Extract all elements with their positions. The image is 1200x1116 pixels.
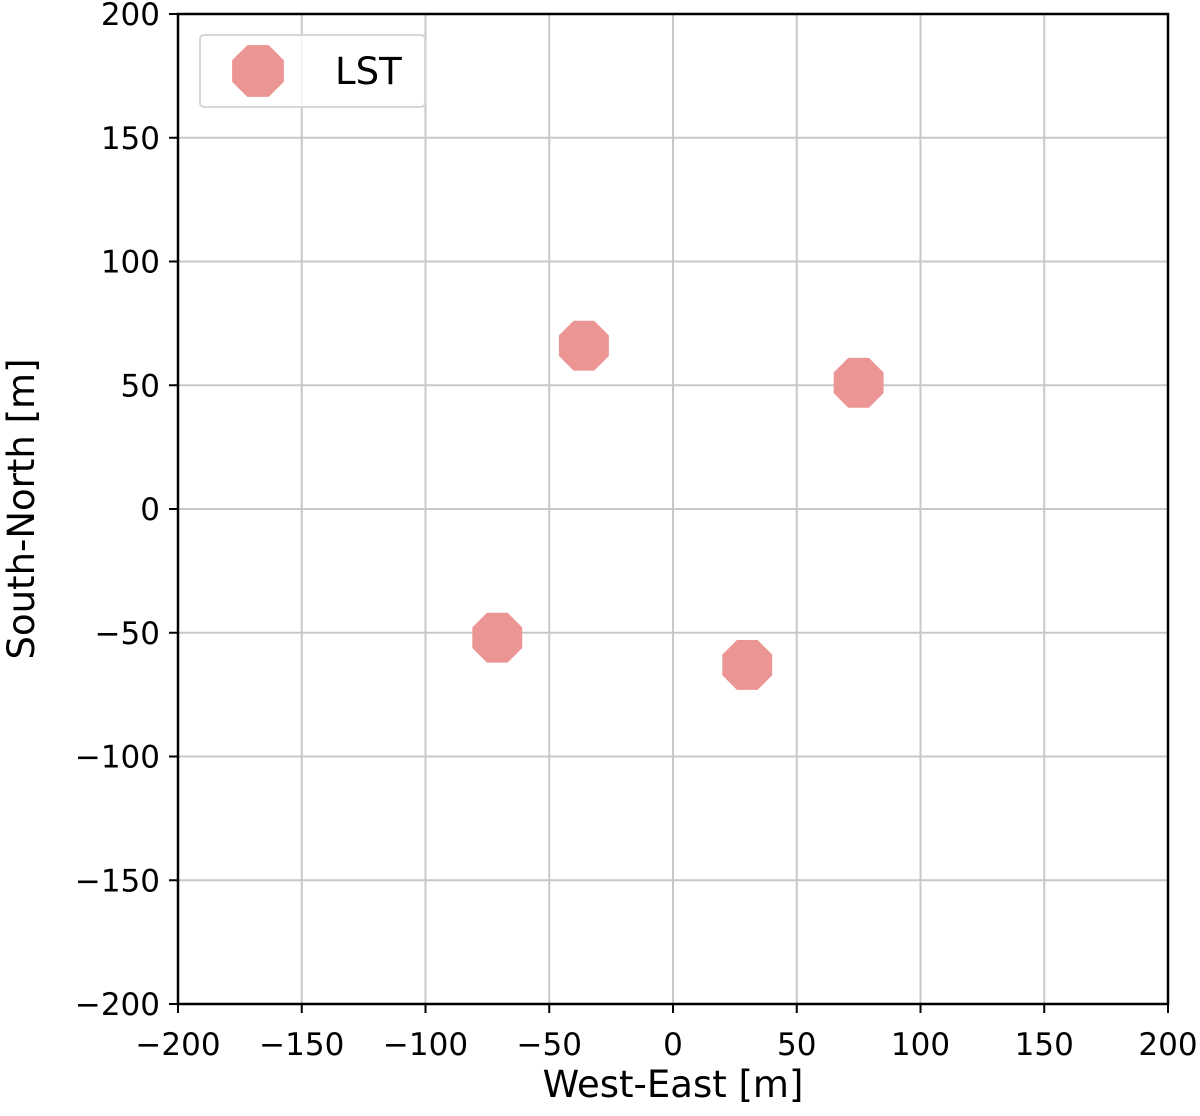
x-tick-label: 100: [891, 1027, 950, 1063]
x-tick-label: −150: [259, 1027, 344, 1063]
legend-label-lst: LST: [335, 50, 402, 93]
y-tick-label: 100: [101, 245, 160, 281]
x-tick-label: 0: [663, 1027, 683, 1063]
plot-frame: [176, 12, 1170, 1006]
y-tick-label: −100: [75, 740, 160, 776]
y-axis-label: South-North [m]: [0, 358, 43, 659]
legend-marker-lst: [232, 45, 284, 97]
y-tick-label: 150: [101, 121, 160, 157]
y-tick-label: −200: [75, 987, 160, 1023]
x-tick-label: −200: [135, 1027, 220, 1063]
data-point: [833, 357, 884, 408]
x-tick-label: 200: [1138, 1027, 1197, 1063]
data-point: [722, 639, 773, 690]
grid: [177, 13, 1169, 1005]
y-tick-label: 50: [121, 368, 160, 404]
x-axis-ticks: −200 −150 −100 −50 0 50 100 150 200: [135, 1004, 1198, 1063]
x-tick-label: 150: [1015, 1027, 1074, 1063]
y-tick-label: −150: [75, 863, 160, 899]
x-tick-label: −50: [517, 1027, 582, 1063]
y-axis-ticks: −200 −150 −100 −50 0 50 100 150 200: [75, 0, 178, 1023]
data-point: [558, 320, 609, 371]
y-tick-label: 0: [140, 492, 160, 528]
legend: LST: [199, 34, 426, 108]
y-tick-label: 200: [101, 0, 160, 33]
x-tick-label: 50: [777, 1027, 816, 1063]
data-point: [472, 612, 523, 663]
y-tick-label: −50: [95, 616, 160, 652]
x-tick-label: −100: [383, 1027, 468, 1063]
x-axis-label: West-East [m]: [543, 1063, 804, 1106]
data-points: [472, 320, 884, 690]
